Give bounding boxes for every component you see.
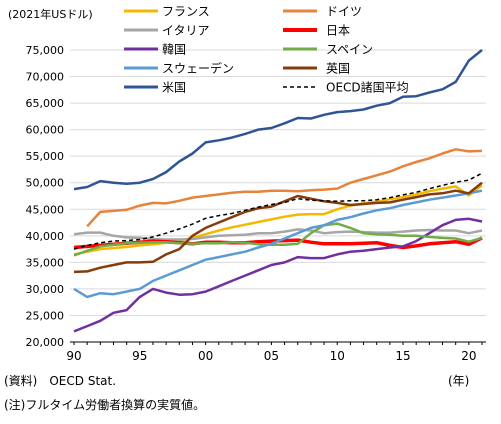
legend-label: イタリア [162,24,210,38]
y-tick-label: 75,000 [26,44,65,57]
legend-label: 英国 [326,62,350,76]
footnote: (注)フルタイム労働者換算の実質値。 [4,398,206,412]
legend-label: スウェーデン [162,61,234,76]
y-tick-label: 35,000 [26,256,65,269]
y-tick-label: 60,000 [26,124,65,137]
legend-label: OECD諸国平均 [326,80,409,95]
series-line-9 [73,172,483,250]
series-line-2 [73,228,483,241]
legend-label: 米国 [162,81,186,95]
y-tick-label: 55,000 [26,150,65,163]
x-tick-label: 05 [264,349,279,363]
x-tick-label: 90 [66,349,81,363]
series-line-6 [73,189,483,299]
series-line-5 [73,222,483,257]
series-line-8 [73,49,483,191]
x-tick-label: 15 [395,349,410,363]
y-tick-label: 25,000 [26,309,65,322]
legend-label: 日本 [326,24,350,38]
x-tick-label: 10 [330,349,345,363]
series-line-7 [73,181,483,274]
series-line-1 [86,148,483,228]
x-tick-label: 20 [461,349,476,363]
x-tick-label: 95 [132,349,147,363]
legend-label: 韓国 [162,43,186,57]
series-line-0 [73,184,483,256]
y-tick-label: 45,000 [26,203,65,216]
x-axis-unit-label: (年) [448,374,470,388]
x-tick-label: 00 [198,349,213,363]
y-tick-label: 20,000 [26,336,65,349]
y-tick-label: 30,000 [26,283,65,296]
y-tick-label: 40,000 [26,230,65,243]
y-tick-label: 70,000 [26,71,65,84]
legend-label: スペイン [326,43,373,57]
legend-label: ドイツ [326,5,362,19]
source-note: (資料) OECD Stat. [4,374,117,388]
series-line-4 [73,217,483,333]
y-axis-unit-label: (2021年USドル) [8,8,93,21]
y-tick-label: 65,000 [26,97,65,110]
legend-label: フランス [162,5,210,19]
y-tick-label: 50,000 [26,177,65,190]
